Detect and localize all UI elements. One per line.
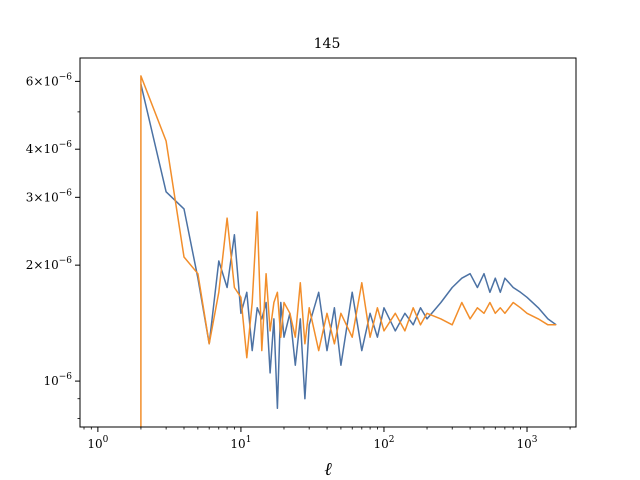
x-tick-label: 101 [230,435,251,451]
series-layer [140,75,557,427]
y-tick-label: 3×10−6 [26,188,73,204]
series-line-2 [140,75,557,427]
y-tick-label: 2×10−6 [26,256,73,272]
y-axis: 10−6 2×10−6 3×10−6 4×10−6 6×10−6 [26,72,80,419]
y-tick-label: 10−6 [43,372,72,388]
plot-frame [79,57,577,428]
x-tick-label: 100 [87,435,108,451]
x-axis: 100 101 102 103 [83,427,571,451]
series-line-1 [140,84,557,410]
x-tick-label: 103 [517,435,538,451]
x-tick-label: 102 [373,435,394,451]
y-tick-label: 4×10−6 [26,140,73,156]
y-tick-label: 6×10−6 [26,72,73,88]
chart-title: 145 [314,36,341,52]
x-axis-label: ℓ [324,459,332,480]
